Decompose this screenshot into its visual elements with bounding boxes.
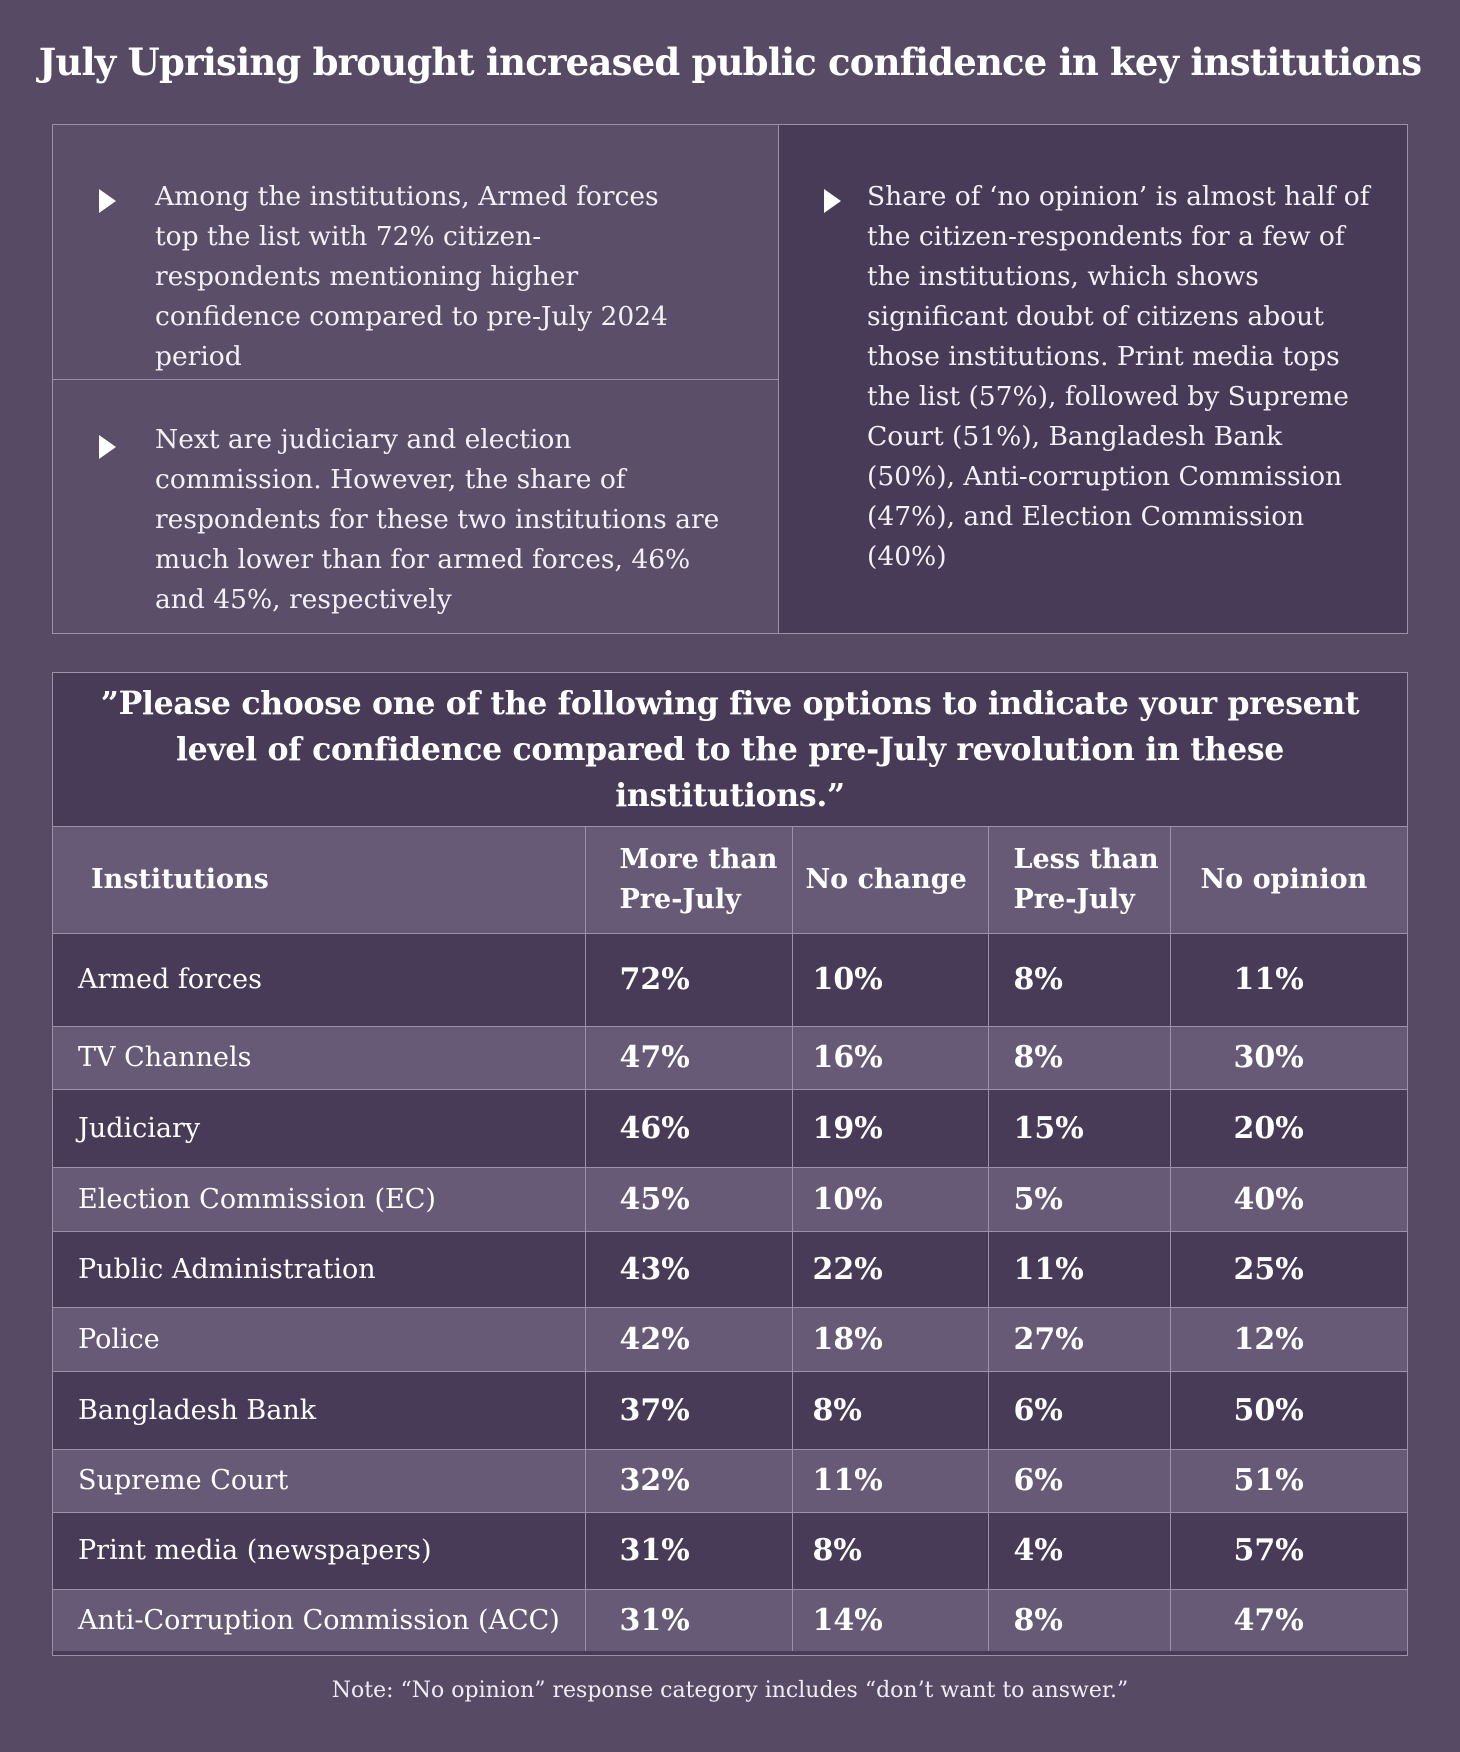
value-cell-no-opinion: 51% (1169, 1448, 1407, 1513)
value-cell-less: 4% (987, 1511, 1171, 1590)
value-cell-more: 32% (584, 1448, 793, 1513)
value-cell-no-opinion: 11% (1169, 932, 1407, 1027)
column-header: No change (791, 827, 989, 934)
page-title: July Uprising brought increased public c… (38, 40, 1422, 84)
value-cell-no-change: 10% (791, 1166, 989, 1232)
table-row: Print media (newspapers) 31% 8% 4% 57% (53, 1511, 1407, 1590)
value-cell-less: 15% (987, 1088, 1171, 1168)
institution-name: Supreme Court (53, 1448, 586, 1513)
value-cell-no-opinion: 40% (1169, 1166, 1407, 1232)
value-cell-more: 46% (584, 1088, 793, 1168)
value-cell-less: 5% (987, 1166, 1171, 1232)
value-cell-more: 42% (584, 1306, 793, 1372)
table-row: Election Commission (EC) 45% 10% 5% 40% (53, 1166, 1407, 1232)
insights-panel: Among the institutions, Armed forces top… (52, 124, 1408, 634)
value-cell-no-opinion: 25% (1169, 1230, 1407, 1308)
value-cell-more: 37% (584, 1370, 793, 1450)
table-row: Anti-Corruption Commission (ACC) 31% 14% 8%… (53, 1588, 1407, 1651)
institution-name: Print media (newspapers) (53, 1511, 586, 1590)
triangle-bullet-icon (99, 189, 116, 213)
triangle-bullet-icon (99, 435, 116, 459)
value-cell-less: 8% (987, 932, 1171, 1027)
table-row: Supreme Court 32% 11% 6% 51% (53, 1448, 1407, 1513)
value-cell-no-opinion: 30% (1169, 1025, 1407, 1090)
table-header-row: Institutions More than Pre-July No chang… (53, 827, 1407, 934)
value-cell-no-opinion: 47% (1169, 1588, 1407, 1651)
value-cell-more: 43% (584, 1230, 793, 1308)
confidence-table-container: ”Please choose one of the following five… (52, 672, 1408, 1656)
value-cell-no-change: 16% (791, 1025, 989, 1090)
insight-text-3: Share of ‘no opinion’ is almost half of … (867, 181, 1370, 572)
column-header: More than Pre-July (584, 827, 793, 934)
value-cell-no-change: 22% (791, 1230, 989, 1308)
value-cell-no-opinion: 50% (1169, 1370, 1407, 1450)
insight-text-2: Next are judiciary and election commissi… (155, 424, 720, 615)
value-cell-no-change: 18% (791, 1306, 989, 1372)
survey-question: ”Please choose one of the following five… (53, 673, 1407, 827)
value-cell-no-change: 8% (791, 1511, 989, 1590)
institution-name: TV Channels (53, 1025, 586, 1090)
institution-name: Election Commission (EC) (53, 1166, 586, 1232)
table-body: Armed forces 72% 10% 8% 11% TV Channels 47% 16%… (53, 932, 1407, 1651)
value-cell-more: 31% (584, 1588, 793, 1651)
value-cell-no-opinion: 12% (1169, 1306, 1407, 1372)
table-row: TV Channels 47% 16% 8% 30% (53, 1025, 1407, 1090)
value-cell-no-change: 11% (791, 1448, 989, 1513)
value-cell-no-change: 10% (791, 932, 989, 1027)
institution-name: Public Administration (53, 1230, 586, 1308)
institution-name: Bangladesh Bank (53, 1370, 586, 1450)
insight-text-1: Among the institutions, Armed forces top… (155, 181, 668, 372)
value-cell-less: 6% (987, 1370, 1171, 1450)
value-cell-more: 31% (584, 1511, 793, 1590)
confidence-table: Institutions More than Pre-July No chang… (53, 827, 1407, 1651)
column-header: No opinion (1169, 827, 1407, 934)
value-cell-no-change: 8% (791, 1370, 989, 1450)
institution-name: Judiciary (53, 1088, 586, 1168)
footnote: Note: “No opinion” response category inc… (331, 1678, 1129, 1703)
value-cell-more: 72% (584, 932, 793, 1027)
value-cell-no-change: 19% (791, 1088, 989, 1168)
value-cell-more: 47% (584, 1025, 793, 1090)
insight-box-2: Next are judiciary and election commissi… (53, 380, 779, 633)
value-cell-more: 45% (584, 1166, 793, 1232)
institution-name: Anti-Corruption Commission (ACC) (53, 1588, 586, 1651)
value-cell-less: 11% (987, 1230, 1171, 1308)
table-row: Armed forces 72% 10% 8% 11% (53, 932, 1407, 1027)
table-row: Judiciary 46% 19% 15% 20% (53, 1088, 1407, 1168)
value-cell-less: 8% (987, 1588, 1171, 1651)
table-row: Police 42% 18% 27% 12% (53, 1306, 1407, 1372)
column-header: Less than Pre-July (987, 827, 1171, 934)
table-row: Bangladesh Bank 37% 8% 6% 50% (53, 1370, 1407, 1450)
triangle-bullet-icon (824, 189, 841, 213)
value-cell-less: 27% (987, 1306, 1171, 1372)
value-cell-no-opinion: 20% (1169, 1088, 1407, 1168)
value-cell-less: 6% (987, 1448, 1171, 1513)
insight-box-1: Among the institutions, Armed forces top… (53, 125, 779, 380)
institution-name: Police (53, 1306, 586, 1372)
table-row: Public Administration 43% 22% 11% 25% (53, 1230, 1407, 1308)
value-cell-less: 8% (987, 1025, 1171, 1090)
insight-box-3: Share of ‘no opinion’ is almost half of … (779, 125, 1407, 633)
institution-name: Armed forces (53, 932, 586, 1027)
value-cell-no-opinion: 57% (1169, 1511, 1407, 1590)
value-cell-no-change: 14% (791, 1588, 989, 1651)
column-header: Institutions (53, 827, 586, 934)
